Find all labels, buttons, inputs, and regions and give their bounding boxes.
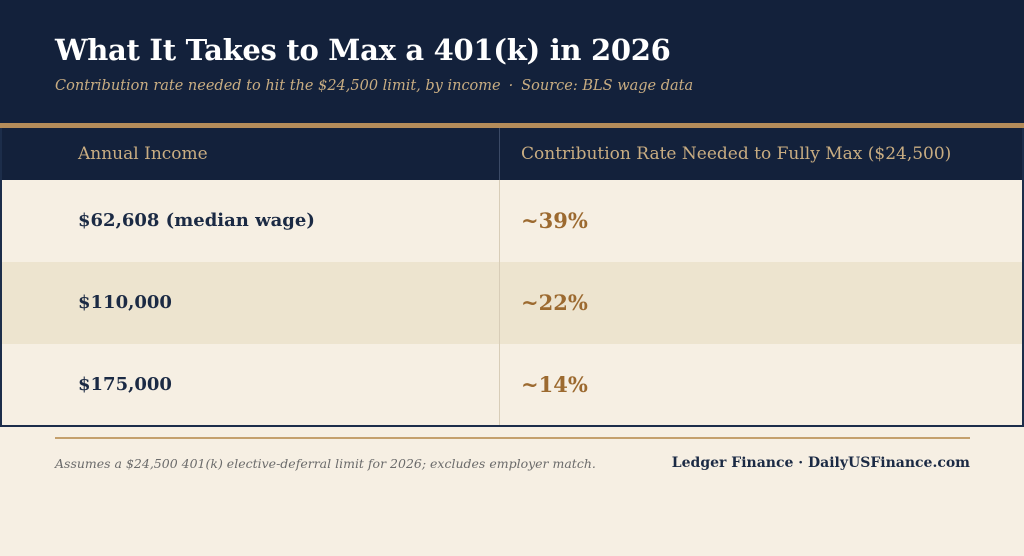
source-text: Source: BLS wage data [521, 78, 694, 94]
table-row: $175,000 ~14% [2, 344, 1022, 426]
column-header-income: Annual Income [78, 144, 208, 164]
column-divider [499, 180, 500, 425]
accent-divider [0, 123, 1024, 128]
page-subtitle: Contribution rate needed to hit the $24,… [55, 78, 693, 94]
subtitle-separator: · [508, 78, 514, 94]
footnote: Assumes a $24,500 401(k) elective-deferr… [55, 456, 596, 471]
header-banner: What It Takes to Max a 401(k) in 2026 Co… [0, 0, 1024, 123]
income-cell: $62,608 (median wage) [78, 210, 315, 231]
column-header-rate: Contribution Rate Needed to Fully Max ($… [521, 144, 952, 164]
rate-cell: ~14% [521, 372, 588, 397]
table-row: $110,000 ~22% [2, 262, 1022, 344]
rate-cell: ~39% [521, 208, 588, 233]
page-title: What It Takes to Max a 401(k) in 2026 [55, 33, 671, 67]
income-cell: $175,000 [78, 374, 172, 395]
brand-credit: Ledger Finance · DailyUSFinance.com [671, 455, 970, 471]
subtitle-text: Contribution rate needed to hit the $24,… [55, 78, 501, 94]
income-cell: $110,000 [78, 292, 172, 313]
column-divider [499, 128, 500, 180]
contribution-table: Annual Income Contribution Rate Needed t… [0, 128, 1024, 427]
table-row: $62,608 (median wage) ~39% [2, 180, 1022, 262]
footer-divider [55, 437, 970, 439]
table-header: Annual Income Contribution Rate Needed t… [2, 128, 1022, 180]
rate-cell: ~22% [521, 290, 588, 315]
